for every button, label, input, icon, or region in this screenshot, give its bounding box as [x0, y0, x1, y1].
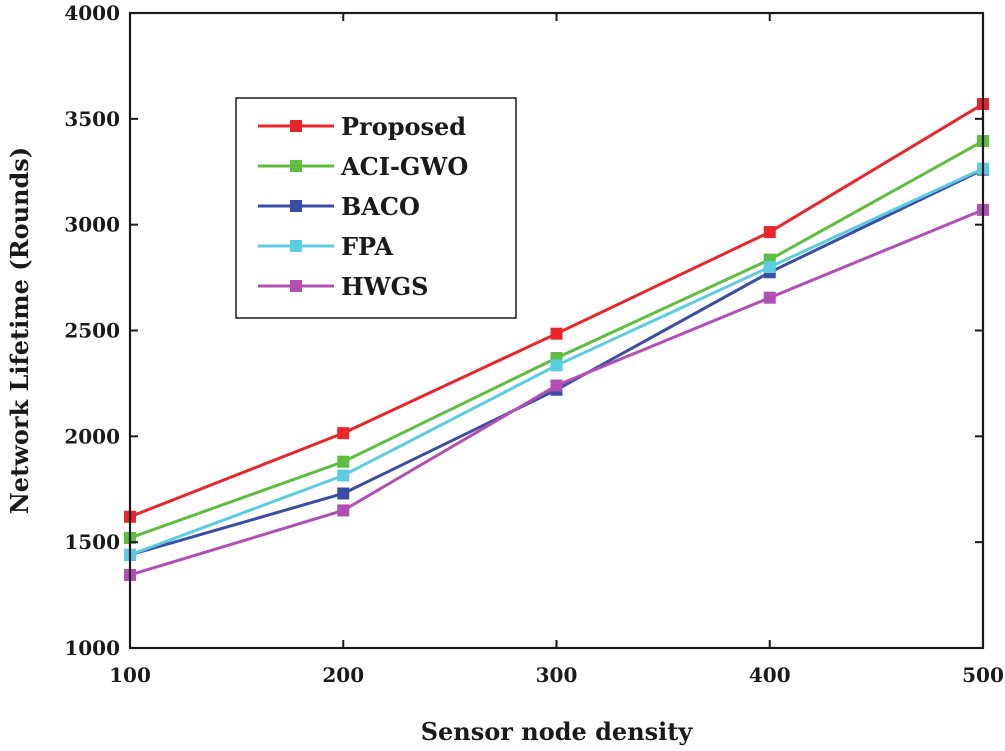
- data-point-aci-gwo: [337, 455, 350, 468]
- legend-marker-baco: [290, 200, 302, 212]
- data-point-hwgs: [337, 504, 350, 517]
- legend: Proposed ACI-GWO BACO FPA HWGS: [235, 97, 517, 319]
- data-point-fpa: [550, 359, 563, 372]
- y-tick-label: 1500: [64, 530, 120, 554]
- y-tick-label: 2500: [64, 319, 120, 343]
- y-tick-label: 1000: [64, 636, 120, 660]
- x-tick-label: 200: [322, 663, 364, 687]
- y-tick-label: 3500: [64, 107, 120, 131]
- legend-label-baco: BACO: [341, 192, 420, 221]
- x-tick-label: 300: [536, 663, 578, 687]
- x-axis-title: Sensor node density: [421, 717, 694, 746]
- y-tick-label: 3000: [64, 213, 120, 237]
- data-point-proposed: [550, 327, 563, 340]
- legend-label-aci-gwo: ACI-GWO: [340, 152, 468, 181]
- data-point-hwgs: [550, 379, 563, 392]
- legend-marker-proposed: [290, 120, 302, 132]
- legend-label-fpa: FPA: [341, 232, 393, 261]
- x-tick-label: 100: [109, 663, 151, 687]
- legend-marker-fpa: [290, 240, 302, 252]
- legend-label-proposed: Proposed: [341, 112, 466, 141]
- legend-label-hwgs: HWGS: [341, 272, 428, 301]
- x-tick-label: 500: [962, 663, 1004, 687]
- data-point-fpa: [763, 261, 776, 273]
- data-point-proposed: [337, 427, 350, 440]
- series-layer: [124, 98, 989, 581]
- legend-marker-aci-gwo: [290, 160, 302, 172]
- data-point-hwgs: [763, 291, 776, 304]
- data-point-fpa: [337, 469, 350, 482]
- y-tick-label: 2000: [64, 424, 120, 448]
- legend-box: [235, 97, 517, 319]
- data-point-baco: [337, 487, 350, 500]
- y-tick-label: 4000: [64, 1, 120, 25]
- ticks-layer: 100 200 300 400 500 1000 1500 2000 2500 3000 3500 4…: [64, 1, 1004, 687]
- y-axis-title: Network Lifetime (Rounds): [5, 147, 34, 514]
- legend-marker-hwgs: [290, 280, 302, 292]
- x-tick-label: 400: [749, 663, 791, 687]
- data-point-proposed: [763, 226, 776, 239]
